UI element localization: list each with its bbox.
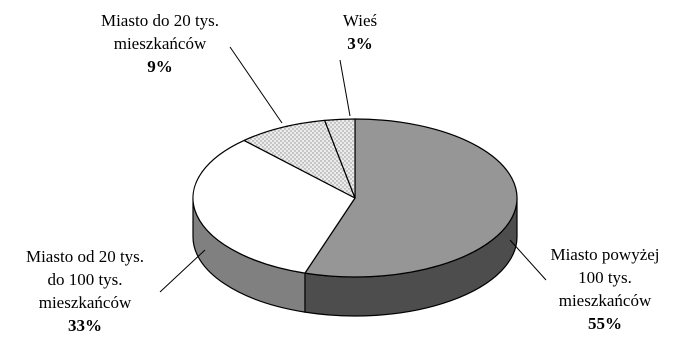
pie-slice-small-town: [243, 119, 356, 199]
slice-label-small-town-line-1: Miasto do 20 tys.: [100, 11, 220, 30]
slice-value-medium-town: 33%: [68, 316, 102, 335]
slice-label-small-town-line-2: mieszkańców: [113, 34, 207, 53]
slice-label-large-city: Miasto powyżej 100 tys. mieszkańców 55%: [530, 243, 680, 335]
leader-line-medium-town: [159, 249, 206, 293]
slice-value-village: 3%: [347, 34, 373, 53]
leader-lines: [159, 46, 547, 293]
pie-slice-village: [324, 118, 356, 199]
slice-label-large-city-line-2: 100 tys.: [578, 268, 632, 287]
pie-slice-medium-town: [192, 139, 356, 274]
slice-value-small-town: 9%: [147, 57, 173, 76]
leader-line-large-city: [509, 239, 547, 281]
pie-slice-large-city: [304, 118, 518, 278]
slice-label-medium-town-line-1: Miasto od 20 tys.: [25, 247, 145, 266]
slice-label-medium-town-line-2: do 100 tys.: [47, 270, 123, 289]
leader-line-village: [339, 59, 351, 117]
slice-label-large-city-line-1: Miasto powyżej: [550, 245, 660, 264]
slice-label-village: Wieś 3%: [320, 9, 400, 55]
slice-label-small-town: Miasto do 20 tys. mieszkańców 9%: [60, 9, 260, 78]
slice-label-medium-town-line-3: mieszkańców: [38, 293, 132, 312]
slice-label-medium-town: Miasto od 20 tys. do 100 tys. mieszkańcó…: [0, 245, 170, 337]
slice-value-large-city: 55%: [588, 314, 622, 333]
slice-label-large-city-line-3: mieszkańców: [558, 291, 652, 310]
slice-label-village-line: Wieś: [342, 11, 378, 30]
leader-line-small-town: [229, 46, 283, 124]
pie-tops: [192, 118, 518, 278]
